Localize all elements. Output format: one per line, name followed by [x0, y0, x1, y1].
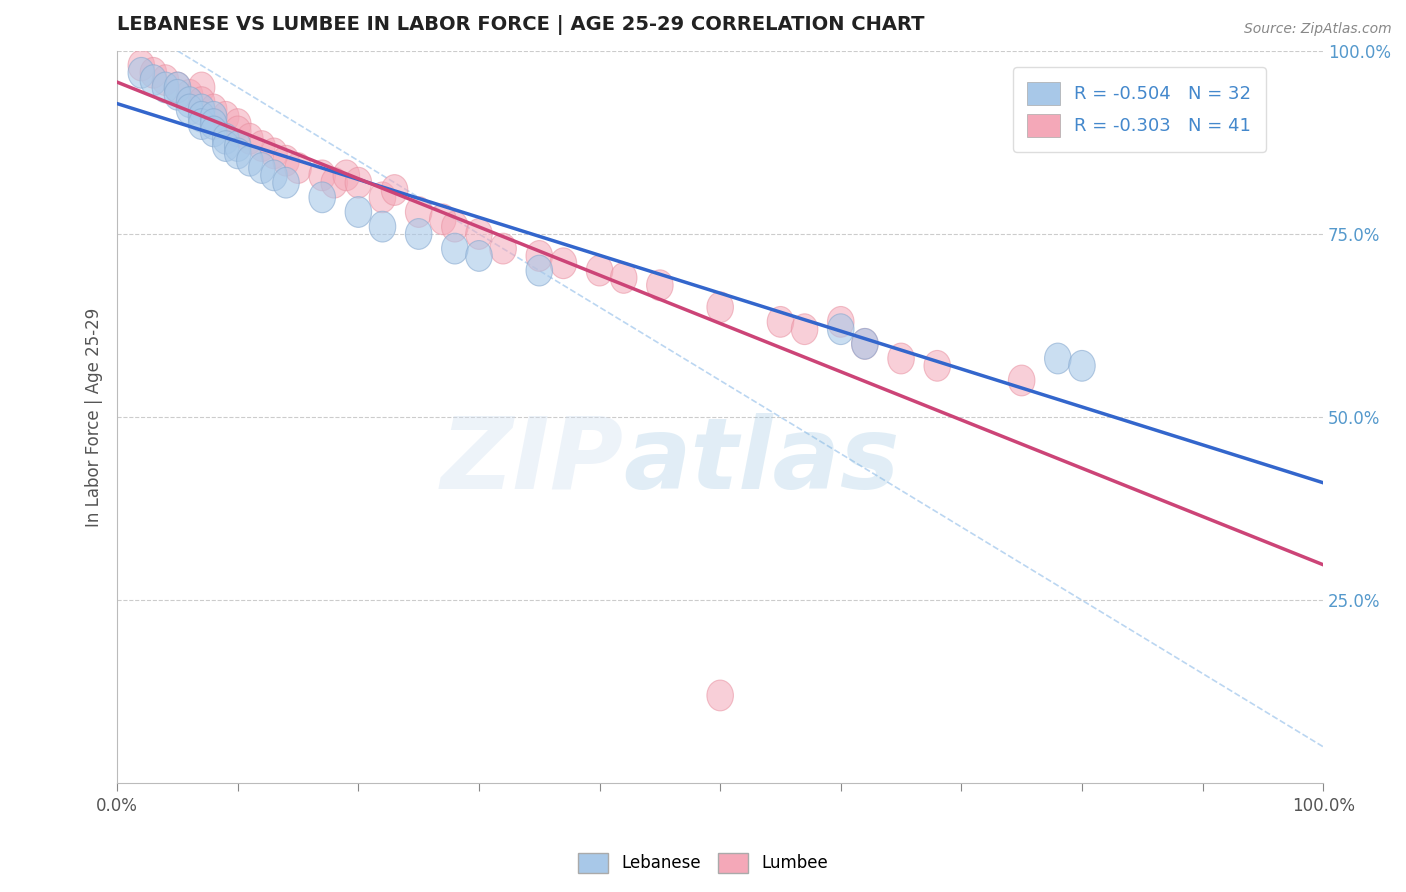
Ellipse shape [225, 138, 252, 169]
Ellipse shape [188, 72, 215, 103]
Ellipse shape [441, 233, 468, 264]
Ellipse shape [1069, 351, 1095, 381]
Ellipse shape [828, 314, 853, 344]
Ellipse shape [707, 292, 734, 323]
Ellipse shape [260, 160, 287, 191]
Ellipse shape [309, 160, 336, 191]
Ellipse shape [429, 204, 456, 235]
Ellipse shape [141, 65, 167, 95]
Ellipse shape [152, 65, 179, 95]
Ellipse shape [768, 307, 794, 337]
Ellipse shape [1008, 365, 1035, 396]
Ellipse shape [526, 255, 553, 286]
Ellipse shape [321, 168, 347, 198]
Ellipse shape [176, 87, 202, 118]
Text: ZIP: ZIP [440, 413, 624, 509]
Ellipse shape [1045, 343, 1071, 374]
Ellipse shape [647, 270, 673, 301]
Ellipse shape [441, 211, 468, 242]
Ellipse shape [309, 182, 336, 212]
Ellipse shape [236, 123, 263, 154]
Ellipse shape [188, 94, 215, 125]
Ellipse shape [405, 196, 432, 227]
Ellipse shape [550, 248, 576, 278]
Ellipse shape [152, 72, 179, 103]
Ellipse shape [489, 233, 516, 264]
Ellipse shape [344, 196, 371, 227]
Ellipse shape [273, 168, 299, 198]
Ellipse shape [225, 109, 252, 139]
Ellipse shape [141, 57, 167, 88]
Text: Source: ZipAtlas.com: Source: ZipAtlas.com [1244, 22, 1392, 37]
Ellipse shape [333, 160, 360, 191]
Ellipse shape [225, 116, 252, 147]
Ellipse shape [176, 79, 202, 111]
Ellipse shape [828, 307, 853, 337]
Ellipse shape [201, 109, 226, 139]
Ellipse shape [852, 328, 879, 359]
Ellipse shape [249, 131, 276, 161]
Ellipse shape [465, 241, 492, 271]
Ellipse shape [370, 182, 395, 212]
Ellipse shape [465, 219, 492, 250]
Ellipse shape [405, 219, 432, 250]
Ellipse shape [273, 145, 299, 176]
Ellipse shape [201, 102, 226, 132]
Ellipse shape [610, 262, 637, 293]
Ellipse shape [165, 79, 191, 111]
Ellipse shape [260, 138, 287, 169]
Ellipse shape [201, 94, 226, 125]
Ellipse shape [586, 255, 613, 286]
Legend: Lebanese, Lumbee: Lebanese, Lumbee [571, 847, 835, 880]
Ellipse shape [887, 343, 914, 374]
Ellipse shape [188, 87, 215, 118]
Ellipse shape [707, 680, 734, 711]
Ellipse shape [212, 102, 239, 132]
Ellipse shape [176, 94, 202, 125]
Ellipse shape [370, 211, 395, 242]
Ellipse shape [526, 241, 553, 271]
Legend: R = -0.504   N = 32, R = -0.303   N = 41: R = -0.504 N = 32, R = -0.303 N = 41 [1014, 67, 1265, 152]
Ellipse shape [188, 109, 215, 139]
Ellipse shape [285, 153, 311, 184]
Ellipse shape [212, 123, 239, 154]
Ellipse shape [249, 153, 276, 184]
Text: atlas: atlas [624, 413, 900, 509]
Ellipse shape [128, 50, 155, 81]
Ellipse shape [381, 175, 408, 205]
Ellipse shape [128, 57, 155, 88]
Ellipse shape [201, 116, 226, 147]
Ellipse shape [165, 72, 191, 103]
Ellipse shape [852, 328, 879, 359]
Ellipse shape [792, 314, 818, 344]
Text: LEBANESE VS LUMBEE IN LABOR FORCE | AGE 25-29 CORRELATION CHART: LEBANESE VS LUMBEE IN LABOR FORCE | AGE … [117, 15, 925, 35]
Ellipse shape [236, 145, 263, 176]
Y-axis label: In Labor Force | Age 25-29: In Labor Force | Age 25-29 [86, 308, 103, 526]
Ellipse shape [165, 72, 191, 103]
Ellipse shape [212, 131, 239, 161]
Ellipse shape [225, 131, 252, 161]
Ellipse shape [188, 102, 215, 132]
Ellipse shape [344, 168, 371, 198]
Ellipse shape [924, 351, 950, 381]
